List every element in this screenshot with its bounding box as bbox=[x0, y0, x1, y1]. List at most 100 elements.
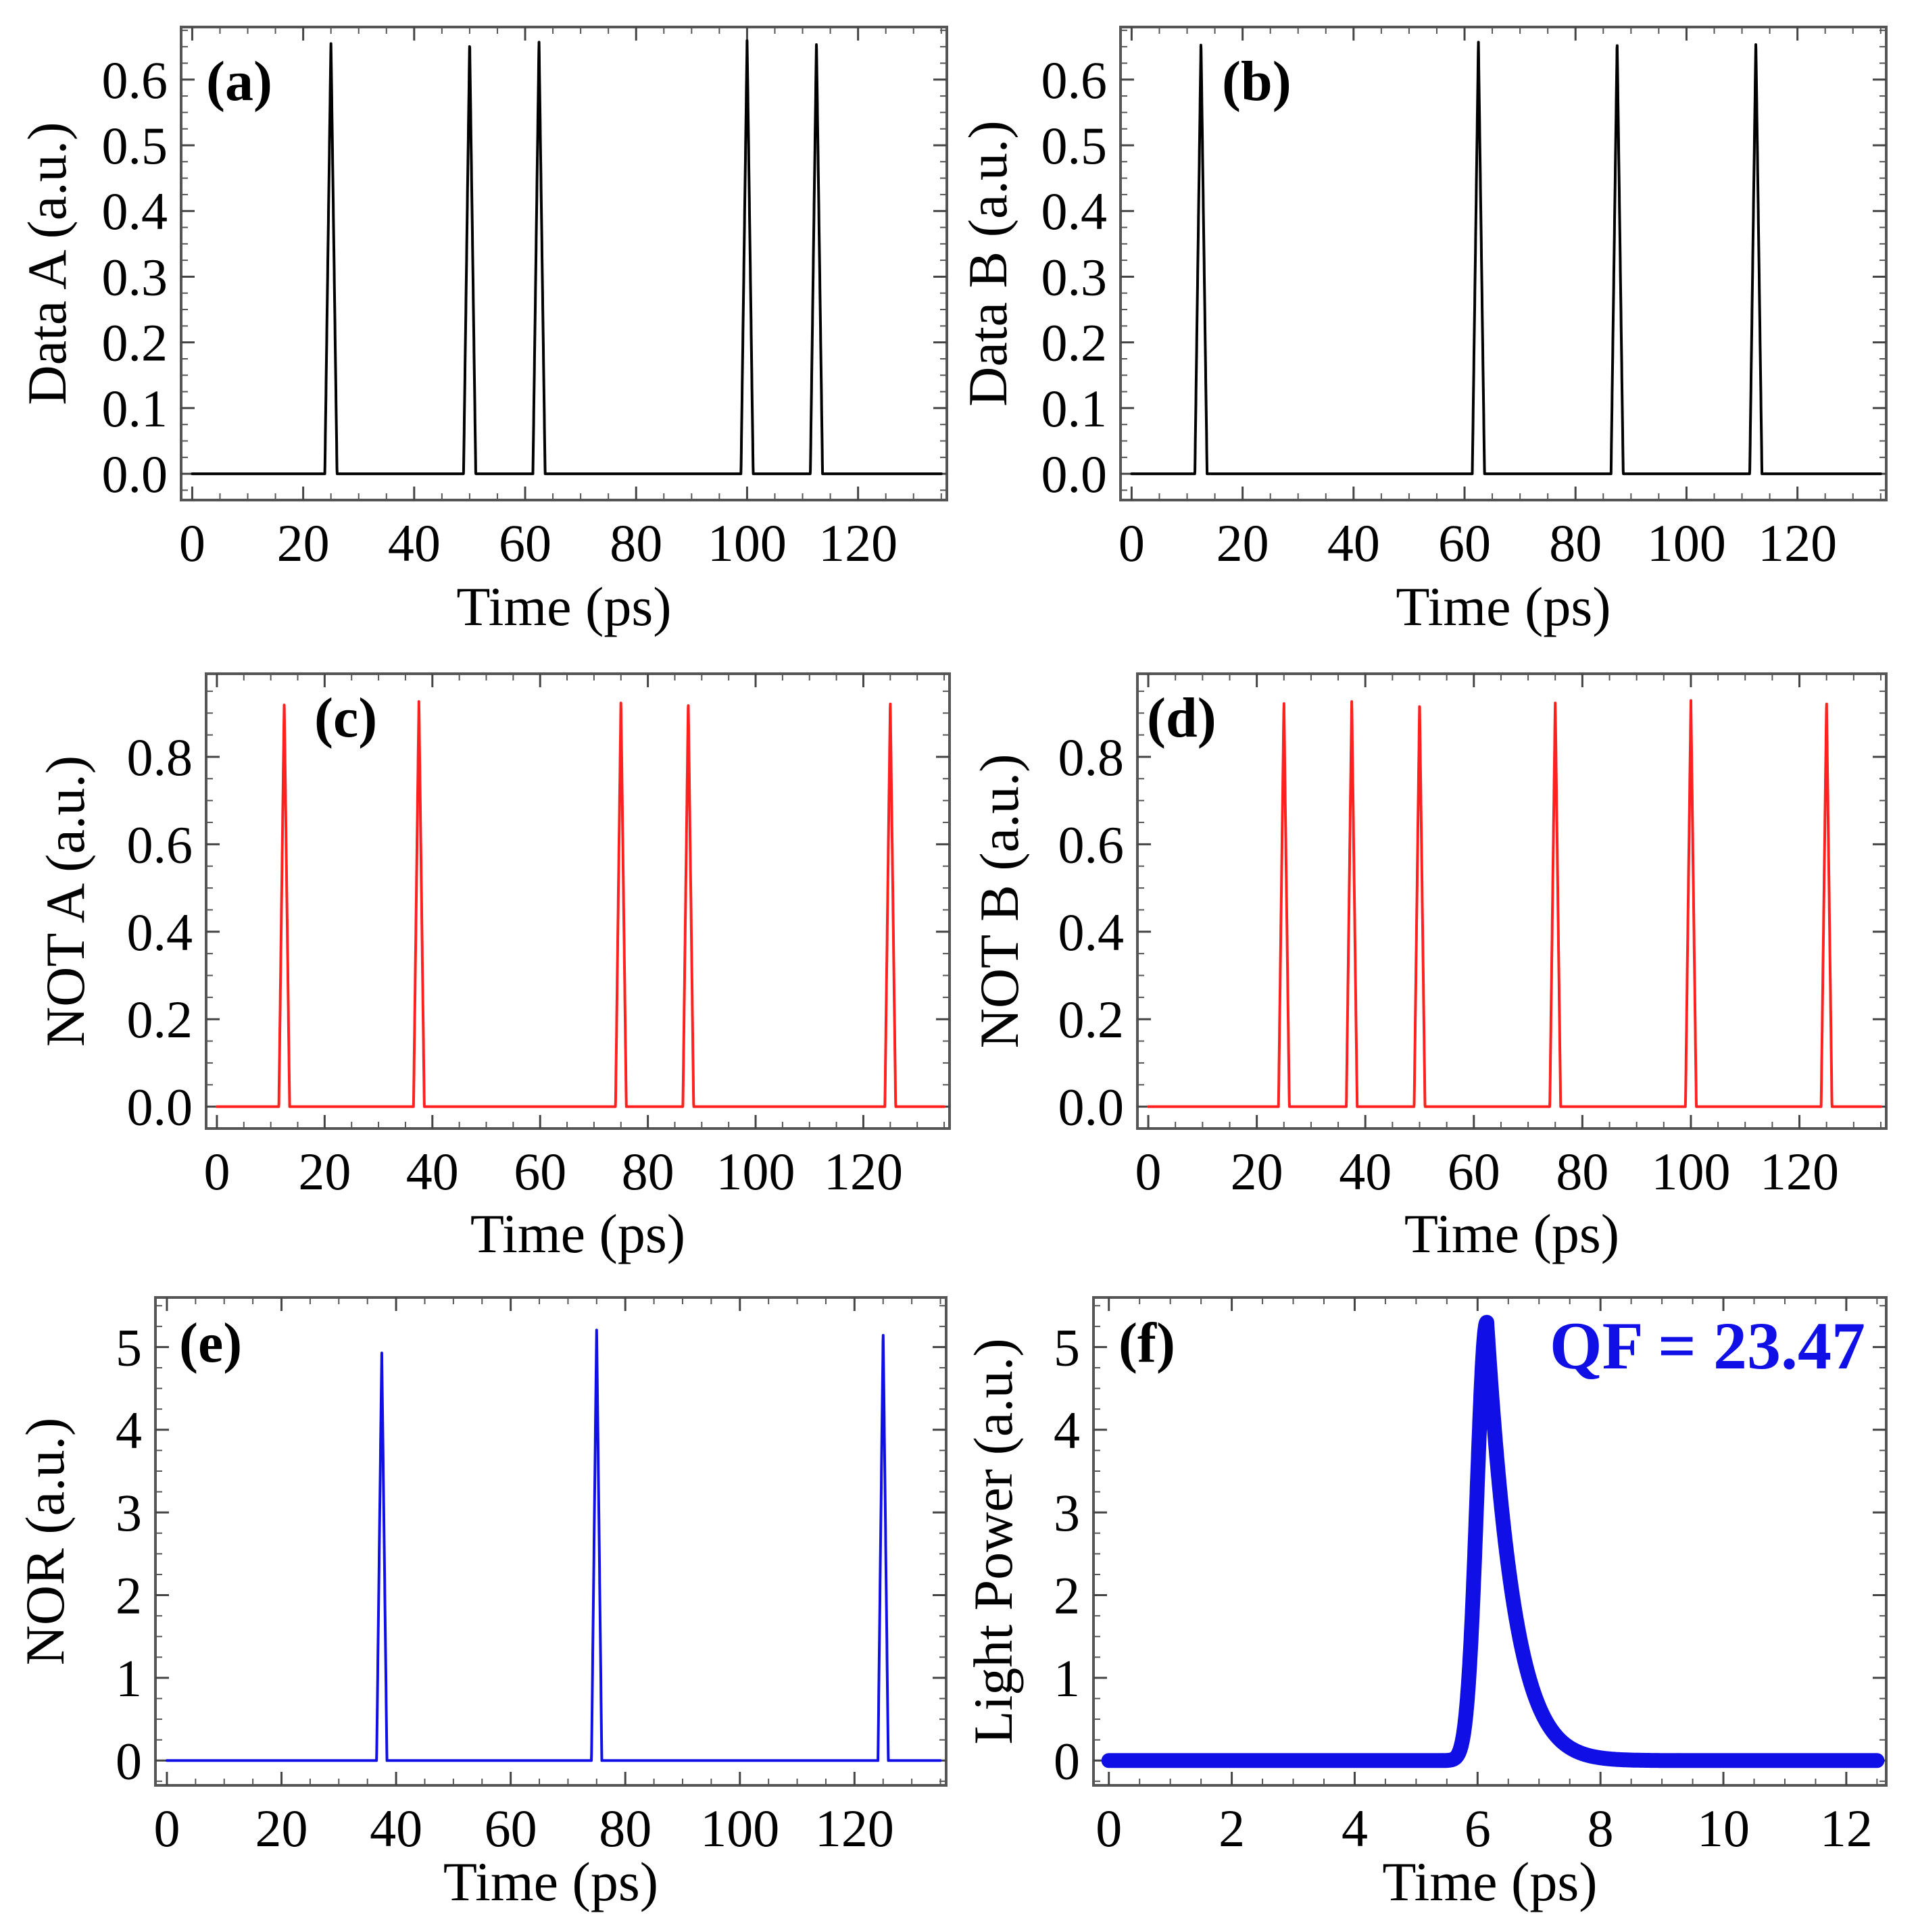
x-tick-label: 40 bbox=[406, 1142, 459, 1201]
x-tick-label: 120 bbox=[1758, 514, 1837, 572]
panel-a-label: (a) bbox=[206, 50, 272, 113]
x-tick-label: 0 bbox=[203, 1142, 230, 1201]
y-tick-label: 0.2 bbox=[1058, 990, 1125, 1049]
panel-a: 0 20 40 60 80 100 120 0.0 0.1 0.2 0.3 0.4 0.5 0.6 (a)… bbox=[16, 26, 948, 637]
x-tick-label: 2 bbox=[1219, 1799, 1245, 1858]
y-tick-label: 0.0 bbox=[102, 445, 168, 503]
panel-b-xlabel: Time (ps) bbox=[1396, 576, 1610, 637]
panel-f-series bbox=[1101, 1314, 1885, 1768]
y-tick-label: 0.3 bbox=[1041, 247, 1108, 306]
panel-e-frame bbox=[154, 1296, 948, 1787]
x-tick-label: 60 bbox=[1438, 514, 1491, 572]
y-tick-label: 2 bbox=[1054, 1566, 1080, 1625]
x-tick-label: 60 bbox=[499, 514, 551, 572]
y-tick-label: 4 bbox=[1054, 1401, 1080, 1460]
y-tick-label: 3 bbox=[116, 1483, 142, 1542]
x-tick-label: 80 bbox=[599, 1799, 651, 1858]
x-tick-label: 60 bbox=[514, 1142, 566, 1201]
x-tick-label: 20 bbox=[255, 1799, 308, 1858]
y-tick-label: 0.8 bbox=[127, 728, 193, 787]
panel-c-ticks: 0 20 40 60 80 100 120 0.0 0.2 0.4 0.6 0.8 bbox=[127, 674, 950, 1201]
panel-a-ticks: 0 20 40 60 80 100 120 0.0 0.1 0.2 0.3 0.4 0.5 0.6 bbox=[102, 27, 947, 572]
y-tick-label: 1 bbox=[116, 1649, 142, 1708]
x-tick-label: 80 bbox=[1549, 514, 1602, 572]
panel-e-ylabel: NOR (a.u.) bbox=[14, 1418, 76, 1666]
y-tick-label: 0.6 bbox=[1058, 815, 1125, 874]
x-tick-label: 0 bbox=[1096, 1799, 1122, 1858]
panel-f-frame bbox=[1092, 1296, 1888, 1787]
panel-d-label: (d) bbox=[1147, 687, 1216, 749]
y-tick-label: 0.5 bbox=[102, 116, 168, 175]
x-tick-label: 0 bbox=[179, 514, 205, 572]
x-tick-label: 40 bbox=[1339, 1142, 1392, 1201]
panel-a-frame bbox=[180, 26, 948, 501]
panel-a-ylabel: Data A (a.u.) bbox=[16, 122, 78, 405]
x-tick-label: 0 bbox=[153, 1799, 180, 1858]
y-tick-label: 0.0 bbox=[1041, 445, 1108, 503]
x-tick-label: 40 bbox=[1327, 514, 1380, 572]
x-tick-label: 100 bbox=[708, 514, 787, 572]
x-tick-label: 120 bbox=[1760, 1142, 1839, 1201]
x-tick-label: 80 bbox=[610, 514, 662, 572]
y-tick-label: 0.8 bbox=[1058, 728, 1125, 787]
panel-f-label: (f) bbox=[1118, 1312, 1175, 1374]
y-tick-label: 0.2 bbox=[1041, 314, 1108, 372]
panel-c-frame bbox=[205, 672, 951, 1130]
panel-c-ylabel: NOT A (a.u.) bbox=[34, 756, 96, 1047]
y-tick-label: 0.3 bbox=[102, 247, 168, 306]
panel-b-ylabel: Data B (a.u.) bbox=[957, 120, 1018, 407]
x-tick-label: 6 bbox=[1465, 1799, 1491, 1858]
x-tick-label: 20 bbox=[1216, 514, 1269, 572]
x-tick-label: 80 bbox=[1556, 1142, 1608, 1201]
series-line-b bbox=[1130, 41, 1882, 476]
panel-f-ylabel: Light Power (a.u.) bbox=[962, 1338, 1024, 1744]
panel-d-ticks: 0 20 40 60 80 100 120 0.0 0.2 0.4 0.6 0.8 bbox=[1058, 674, 1886, 1201]
x-tick-label: 10 bbox=[1697, 1799, 1750, 1858]
x-tick-label: 20 bbox=[298, 1142, 351, 1201]
panel-c-label: (c) bbox=[314, 687, 377, 749]
x-tick-label: 120 bbox=[815, 1799, 894, 1858]
x-tick-label: 40 bbox=[388, 514, 441, 572]
y-tick-label: 0.6 bbox=[102, 51, 168, 109]
series-line-a bbox=[191, 39, 943, 476]
panel-e-ticks: 0 20 40 60 80 100 120 0 1 2 3 4 5 bbox=[116, 1297, 946, 1858]
x-tick-label: 8 bbox=[1588, 1799, 1614, 1858]
y-tick-label: 0.4 bbox=[1058, 903, 1125, 962]
panel-e-series bbox=[166, 1329, 942, 1762]
y-tick-label: 0.6 bbox=[1041, 51, 1108, 109]
panel-d-xlabel: Time (ps) bbox=[1404, 1203, 1619, 1264]
panel-c: 0 20 40 60 80 100 120 0.0 0.2 0.4 0.6 0.8 (c) Time … bbox=[34, 672, 951, 1264]
y-tick-label: 0.4 bbox=[1041, 182, 1108, 241]
panel-b-frame bbox=[1119, 26, 1888, 501]
series-line-d bbox=[1147, 699, 1882, 1108]
panel-d-ylabel: NOT B (a.u.) bbox=[968, 754, 1030, 1049]
x-tick-label: 20 bbox=[277, 514, 330, 572]
panel-d-series bbox=[1147, 699, 1882, 1108]
y-tick-label: 0.5 bbox=[1041, 116, 1108, 175]
panel-e-label: (e) bbox=[179, 1312, 242, 1374]
panel-b: 0 20 40 60 80 100 120 0.0 0.1 0.2 0.3 0.4 0.5 0.6 (b)… bbox=[957, 26, 1888, 637]
y-tick-label: 0 bbox=[116, 1731, 142, 1790]
y-tick-label: 1 bbox=[1054, 1649, 1080, 1708]
y-tick-label: 0.6 bbox=[127, 815, 193, 874]
y-tick-label: 5 bbox=[1054, 1318, 1080, 1377]
x-tick-label: 0 bbox=[1135, 1142, 1162, 1201]
panel-b-label: (b) bbox=[1222, 50, 1292, 113]
panel-f-qf-annotation: QF = 23.47 bbox=[1550, 1308, 1865, 1383]
y-tick-label: 0.2 bbox=[102, 314, 168, 372]
x-tick-label: 100 bbox=[1647, 514, 1726, 572]
y-tick-label: 0.1 bbox=[102, 379, 168, 438]
panel-f-xlabel: Time (ps) bbox=[1382, 1851, 1597, 1912]
series-line-e bbox=[166, 1329, 942, 1762]
x-tick-label: 100 bbox=[700, 1799, 779, 1858]
x-tick-label: 40 bbox=[370, 1799, 422, 1858]
x-tick-label: 12 bbox=[1820, 1799, 1873, 1858]
y-tick-label: 0.0 bbox=[127, 1078, 193, 1137]
y-tick-label: 0.4 bbox=[127, 903, 193, 962]
x-tick-label: 4 bbox=[1342, 1799, 1368, 1858]
x-tick-label: 100 bbox=[1651, 1142, 1730, 1201]
panel-c-series bbox=[215, 700, 945, 1108]
